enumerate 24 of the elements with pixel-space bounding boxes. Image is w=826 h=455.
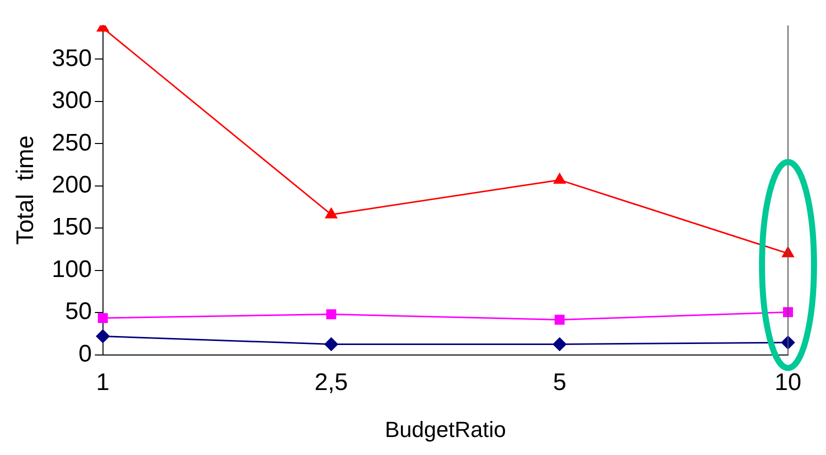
x-tick-label: 5 [552,368,566,396]
x-tick-label: 10 [774,368,802,396]
x-tick-label: 2,5 [314,368,348,396]
point [554,173,566,184]
x-tick-label: 1 [96,368,110,396]
y-tick-label: 150 [52,214,92,241]
point [325,208,338,218]
x-axis-title: BudgetRatio [384,416,506,442]
point [783,307,793,318]
point [554,314,565,325]
y-axis-title: Total time [12,135,40,245]
point [98,313,108,324]
y-tick-label: 250 [52,129,92,156]
point [781,336,795,350]
y-tick-label: 350 [52,44,92,72]
point [96,329,110,343]
y-tick-label: 0 [78,340,92,368]
y-tick-label: 100 [52,256,92,283]
point [326,309,336,320]
y-tick-label: 300 [52,87,92,114]
point [324,337,338,351]
point [552,337,566,351]
y-tick-label: 50 [65,298,92,326]
y-tick-label: 200 [52,172,92,198]
